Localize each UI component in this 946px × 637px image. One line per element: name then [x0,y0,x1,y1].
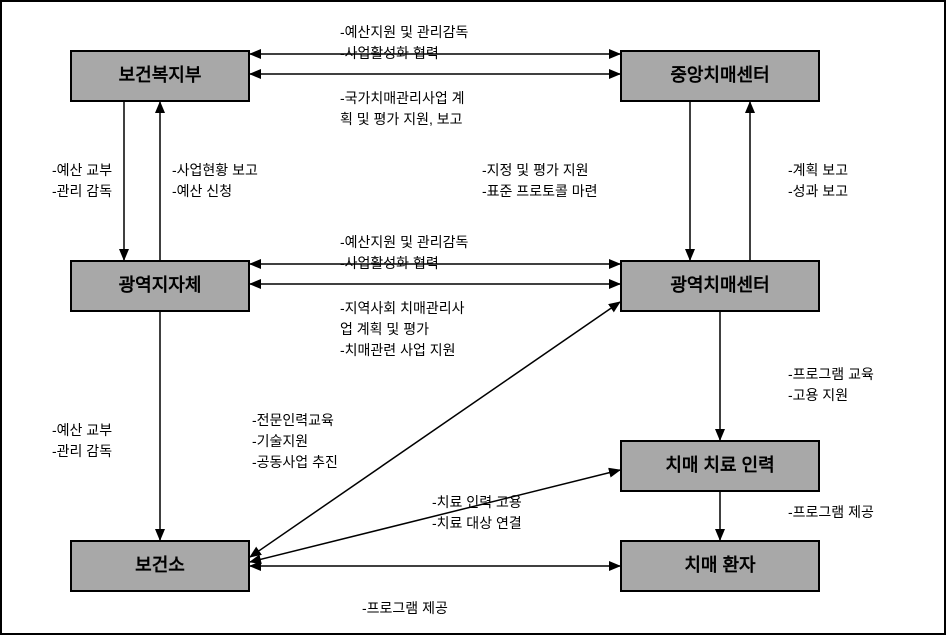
edge-label-l3: -예산 교부 -관리 감독 [52,160,112,202]
node-label: 보건복지부 [119,64,202,87]
edge-label-l14: -프로그램 제공 [362,598,448,619]
node-label: 중앙치매센터 [670,64,769,87]
node-n7: 치매 환자 [620,540,820,592]
node-n4: 광역치매센터 [620,260,820,312]
edge-label-l6: -계획 보고 -성과 보고 [788,160,848,202]
node-n2: 중앙치매센터 [620,50,820,102]
edge-label-l11: -프로그램 교육 -고용 지원 [788,364,874,406]
node-label: 치매 치료 인력 [665,454,774,477]
node-n5: 보건소 [70,540,250,592]
edge-label-l4: -사업현황 보고 -예산 신청 [172,160,258,202]
edge-label-l5: -지정 및 평가 지원 -표준 프로토콜 마련 [482,160,597,202]
diagram-frame: 보건복지부 중앙치매센터광역지자체 광역치매센터보건소 치매 치료 인력치매 환자 -예… [0,0,946,635]
edge-label-l9: -예산 교부 -관리 감독 [52,420,112,462]
node-label: 광역지자체 [119,274,202,297]
node-label: 광역치매센터 [670,274,769,297]
edge-label-l12: -치료 인력 고용 -치료 대상 연결 [432,492,522,534]
edge-label-l2: -국가치매관리사업 계 획 및 평가 지원, 보고 [340,88,464,130]
edge-label-l10: -전문인력교육 -기술지원 -공동사업 추진 [252,410,338,473]
node-n1: 보건복지부 [70,50,250,102]
node-n3: 광역지자체 [70,260,250,312]
edge-label-l1: -예산지원 및 관리감독 -사업활성화 협력 [340,22,468,64]
node-label: 치매 환자 [684,554,755,577]
node-n6: 치매 치료 인력 [620,440,820,492]
node-label: 보건소 [135,554,185,577]
edge-label-l7: -예산지원 및 관리감독 -사업활성화 협력 [340,232,468,274]
edge-label-l8: -지역사회 치매관리사 업 계획 및 평가 -치매관련 사업 지원 [340,298,464,361]
edge-label-l13: -프로그램 제공 [788,502,874,523]
